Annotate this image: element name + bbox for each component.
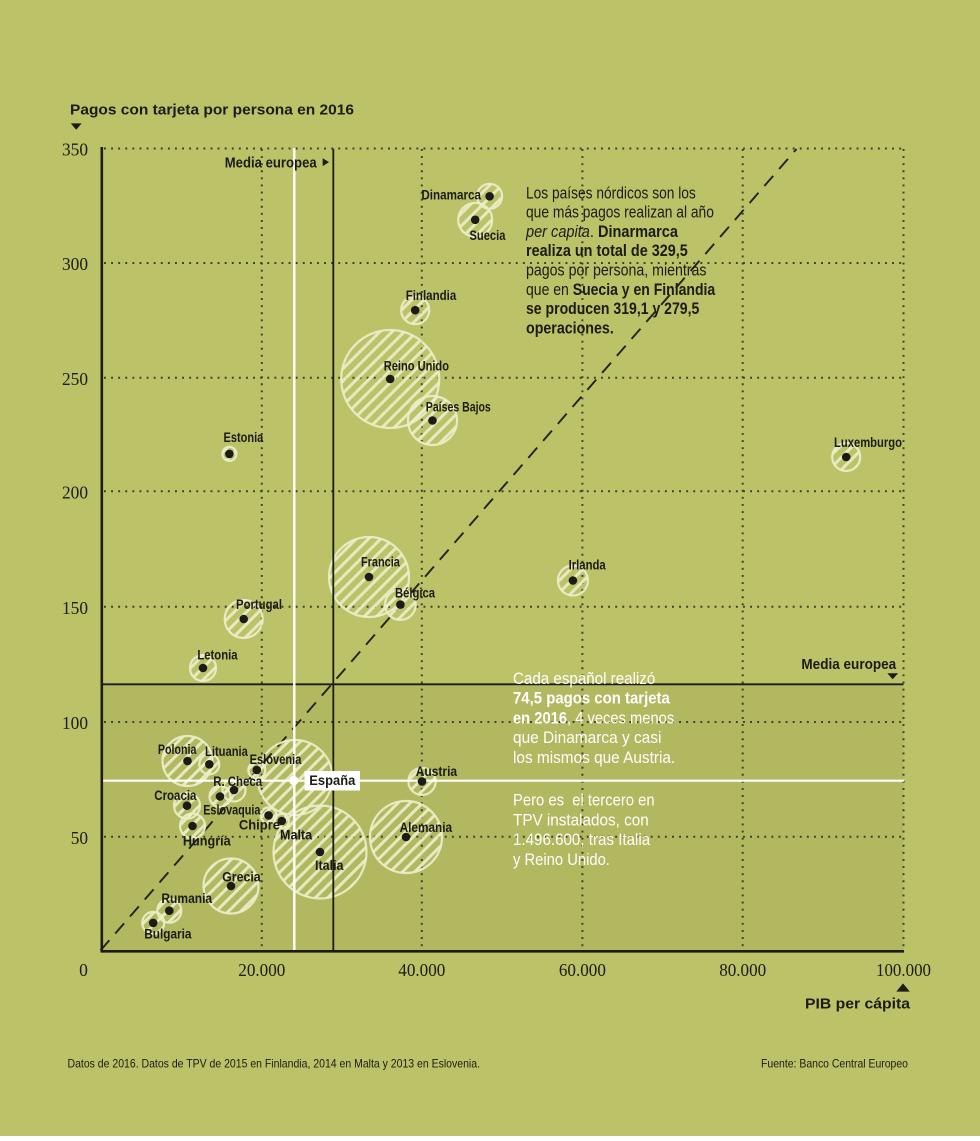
svg-text:Portugal: Portugal [236,597,282,612]
svg-text:Hungría: Hungría [183,834,231,849]
svg-text:per capita. Dinarmarca: per capita. Dinarmarca [525,223,679,241]
svg-text:150: 150 [62,598,88,618]
svg-text:que en Suecia y en Finlandia: que en Suecia y en Finlandia [526,281,716,299]
svg-text:50: 50 [71,828,89,848]
svg-text:Pagos con tarjeta por persona: Pagos con tarjeta por persona en 2016 [70,103,354,119]
svg-text:Austria: Austria [416,764,458,779]
svg-text:PIB per cápita: PIB per cápita [805,996,911,1013]
svg-text:250: 250 [62,369,88,389]
svg-text:los mismos que Austria.: los mismos que Austria. [513,749,675,767]
svg-text:y Reino Unido.: y Reino Unido. [513,851,610,869]
svg-text:Media europea: Media europea [225,155,318,171]
svg-text:Estonia: Estonia [224,430,264,445]
svg-text:Eslovenia: Eslovenia [250,752,302,767]
svg-text:40.000: 40.000 [398,960,445,980]
svg-text:se producen 319,1 y 279,5: se producen 319,1 y 279,5 [526,300,699,318]
svg-text:España: España [309,773,355,788]
svg-text:Fuente: Banco Central Europeo: Fuente: Banco Central Europeo [761,1057,908,1071]
svg-text:Polonia: Polonia [158,742,197,757]
svg-text:Los países nórdicos son los: Los países nórdicos son los [526,184,696,202]
svg-text:que Dinamarca y casi: que Dinamarca y casi [513,729,661,747]
svg-text:Suecia: Suecia [470,228,506,243]
svg-text:Luxemburgo: Luxemburgo [834,435,902,450]
svg-text:300: 300 [62,254,88,274]
svg-text:1.496.600, tras Italia: 1.496.600, tras Italia [513,831,650,849]
svg-text:Letonia: Letonia [197,647,237,662]
svg-text:Bélgica: Bélgica [395,586,435,601]
svg-text:realiza un total de 329,5: realiza un total de 329,5 [526,242,688,260]
svg-text:Francia: Francia [361,555,400,570]
svg-text:Datos de 2016. Datos de TPV de: Datos de 2016. Datos de TPV de 2015 en F… [68,1057,481,1071]
svg-text:Finlandia: Finlandia [406,288,457,303]
svg-text:Eslovaquia: Eslovaquia [203,803,261,818]
svg-text:60.000: 60.000 [559,960,606,980]
svg-text:350: 350 [62,140,88,160]
svg-text:en 2016, 4 veces menos: en 2016, 4 veces menos [513,709,674,727]
svg-text:que más pagos realizan al año: que más pagos realizan al año [526,204,714,222]
svg-text:Rumania: Rumania [161,891,212,906]
svg-text:Irlanda: Irlanda [569,558,607,573]
svg-text:operaciones.: operaciones. [526,319,614,337]
svg-text:100.000: 100.000 [876,960,931,980]
svg-text:Dinamarca: Dinamarca [421,188,481,203]
svg-text:Lituania: Lituania [205,744,248,759]
svg-text:Reino Unido: Reino Unido [384,359,449,374]
svg-text:Alemania: Alemania [400,820,453,835]
svg-text:20.000: 20.000 [238,960,285,980]
svg-text:Países Bajos: Países Bajos [426,400,491,415]
svg-text:R. Checa: R. Checa [213,774,262,789]
svg-text:74,5 pagos con tarjeta: 74,5 pagos con tarjeta [513,690,671,708]
svg-text:0: 0 [79,960,88,980]
svg-text:80.000: 80.000 [719,960,766,980]
svg-text:Grecia: Grecia [222,869,261,884]
svg-text:Bulgaria: Bulgaria [144,927,192,942]
svg-text:Italia: Italia [315,858,344,873]
svg-text:200: 200 [62,483,88,503]
svg-text:Cada español realizó: Cada español realizó [513,670,655,688]
svg-text:pagos por persona, mientras: pagos por persona, mientras [526,262,707,280]
svg-text:Pero es el tercero en: Pero es el tercero en [513,792,655,810]
svg-text:TPV instalados, con: TPV instalados, con [513,811,649,829]
svg-text:Malta: Malta [280,828,313,843]
svg-text:Croacia: Croacia [154,788,197,803]
svg-text:Media europea: Media europea [801,657,897,673]
svg-text:100: 100 [62,713,88,733]
svg-text:Chipre: Chipre [239,818,281,833]
